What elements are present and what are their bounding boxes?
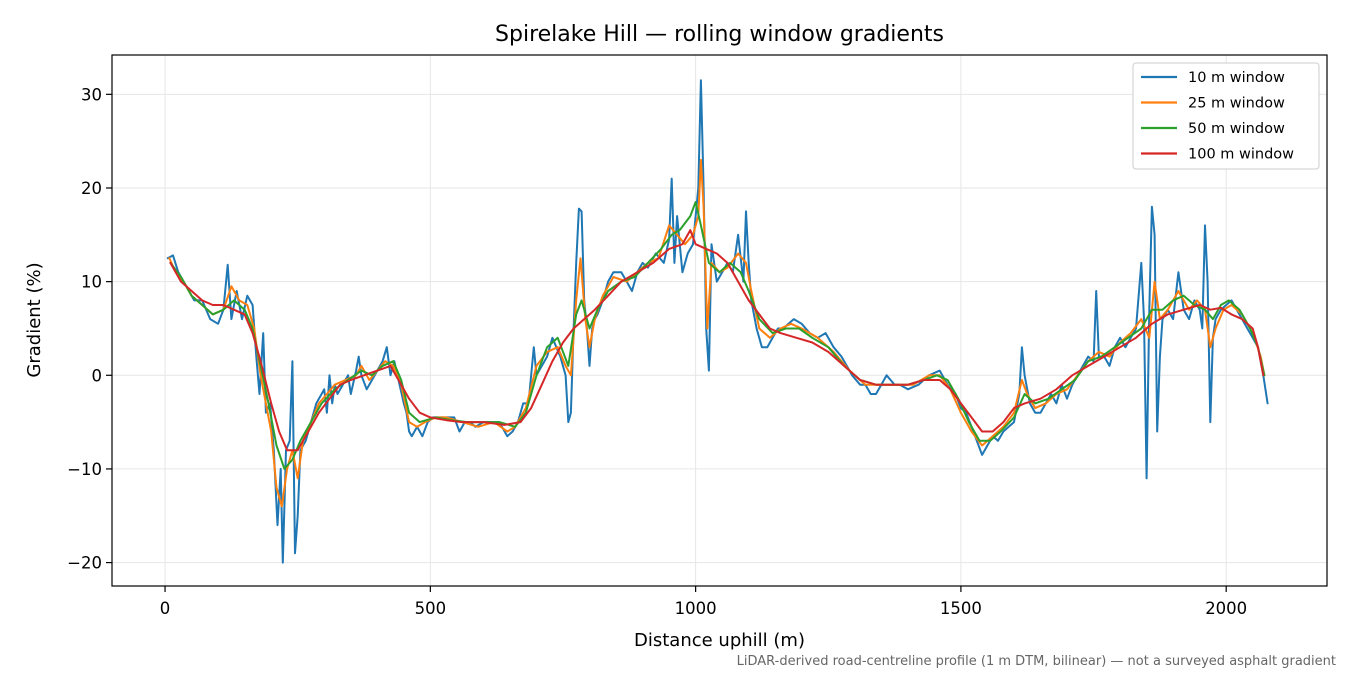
series-line-3 xyxy=(169,201,1266,470)
x-tick-label: 1000 xyxy=(675,599,717,618)
x-tick-label: 0 xyxy=(160,599,171,618)
legend-label-1: 10 m window xyxy=(1188,70,1285,86)
y-tick-label: 0 xyxy=(92,366,103,385)
x-axis-label: Distance uphill (m) xyxy=(634,630,805,651)
legend-box xyxy=(1132,62,1320,170)
plot-area xyxy=(166,79,1269,564)
y-tick-label: −20 xyxy=(67,554,102,573)
legend-label-3: 50 m window xyxy=(1188,121,1285,137)
legend: 10 m window 25 m window 50 m window 100 m w… xyxy=(1132,62,1320,170)
plot-frame xyxy=(111,54,1328,587)
legend-label-4: 100 m window xyxy=(1188,147,1294,163)
y-tick-label: −10 xyxy=(67,460,102,479)
x-tick-label: 2000 xyxy=(1205,599,1247,618)
series-line-4 xyxy=(169,229,1265,452)
y-axis-label: Gradient (%) xyxy=(24,262,45,377)
x-tick-label: 1500 xyxy=(940,599,982,618)
x-tick-label: 500 xyxy=(415,599,447,618)
y-tick-label: 20 xyxy=(81,179,102,198)
y-tick-label: 10 xyxy=(81,273,102,292)
axis-ticks: 0 500 1000 1500 2000 −20 −10 0 10 20 30 xyxy=(67,85,1247,618)
grid-lines xyxy=(112,55,1327,586)
source-note: LiDAR-derived road-centreline profile (1… xyxy=(737,654,1336,669)
legend-label-2: 25 m window xyxy=(1188,96,1285,112)
y-tick-label: 30 xyxy=(81,85,102,104)
chart-title: Spirelake Hill — rolling window gradient… xyxy=(495,22,944,47)
